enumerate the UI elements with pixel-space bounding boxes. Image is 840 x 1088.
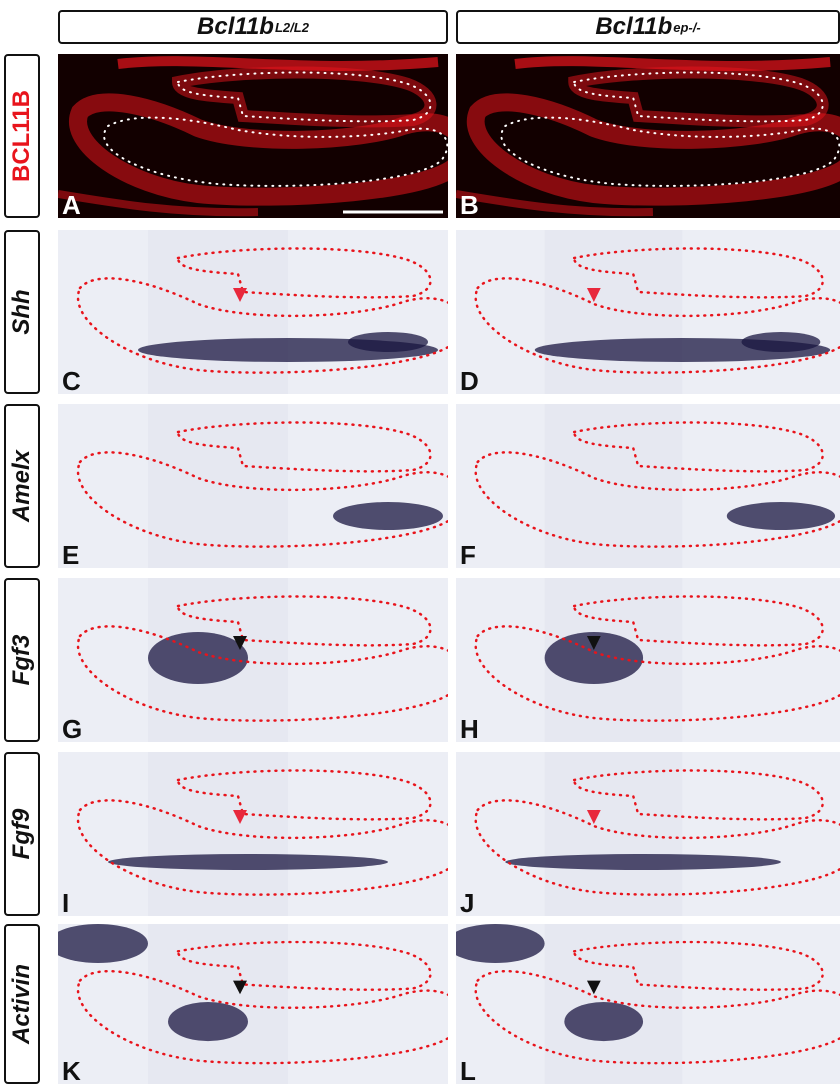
panel-letter: J <box>460 888 475 916</box>
panel-letter: G <box>62 714 83 742</box>
micrograph-image <box>456 924 840 1084</box>
row-label-text: Fgf3 <box>8 634 35 686</box>
micrograph-image <box>58 404 448 568</box>
micrograph-image <box>456 54 840 218</box>
micrograph-panel-f: F <box>456 404 840 568</box>
micrograph-panel-c: C <box>58 230 448 394</box>
panel-letter: B <box>460 190 479 218</box>
arrowhead-marker <box>233 636 247 650</box>
micrograph-panel-j: J <box>456 752 840 916</box>
micrograph-image <box>58 230 448 394</box>
micrograph-panel-l: L <box>456 924 840 1084</box>
micrograph-image <box>456 752 840 916</box>
row-label-text: Activin <box>8 963 35 1045</box>
micrograph-image <box>58 54 448 218</box>
row-label-fgf3: Fgf3 <box>4 578 40 742</box>
panel-letter: I <box>62 888 70 916</box>
micrograph-image <box>58 924 448 1084</box>
micrograph-panel-i: I <box>58 752 448 916</box>
row-label-amelx: Amelx <box>4 404 40 568</box>
column-header-mutant-genotype: ep-/- <box>673 19 701 35</box>
panel-letter: L <box>460 1056 476 1084</box>
micrograph-panel-g: G <box>58 578 448 742</box>
column-header-control: Bcl11b L2/L2 <box>58 10 448 44</box>
panel-letter: H <box>460 714 479 742</box>
row-label-bcl11b: BCL11B <box>4 54 40 218</box>
panel-letter: E <box>62 540 80 568</box>
micrograph-image <box>456 404 840 568</box>
panel-letter: A <box>62 190 81 218</box>
micrograph-image <box>456 578 840 742</box>
arrowhead-marker <box>233 980 247 995</box>
arrowhead-marker <box>586 980 601 995</box>
arrowhead-marker <box>586 810 601 824</box>
row-label-fgf9: Fgf9 <box>4 752 40 916</box>
row-label-activin: Activin <box>4 924 40 1084</box>
micrograph-image <box>456 230 840 394</box>
row-label-text: Fgf9 <box>8 808 35 860</box>
column-header-mutant-base: Bcl11b <box>595 13 673 40</box>
micrograph-panel-h: H <box>456 578 840 742</box>
row-label-shh: Shh <box>4 230 40 394</box>
column-header-control-genotype: L2/L2 <box>274 19 309 35</box>
arrowhead-marker <box>586 636 601 650</box>
micrograph-image <box>58 578 448 742</box>
micrograph-panel-e: E <box>58 404 448 568</box>
row-label-text: Shh <box>8 289 35 335</box>
micrograph-panel-b: B <box>456 54 840 218</box>
panel-letter: C <box>62 366 81 394</box>
panel-letter: K <box>62 1056 81 1084</box>
micrograph-panel-k: K <box>58 924 448 1084</box>
arrowhead-marker <box>233 810 247 824</box>
row-label-text: Amelx <box>8 449 35 523</box>
arrowhead-marker <box>233 288 247 302</box>
micrograph-panel-a: A <box>58 54 448 218</box>
panel-letter: F <box>460 540 476 568</box>
micrograph-panel-d: D <box>456 230 840 394</box>
arrowhead-marker <box>586 288 601 302</box>
micrograph-image <box>58 752 448 916</box>
row-label-text: BCL11B <box>8 89 35 183</box>
column-header-control-base: Bcl11b <box>197 13 274 40</box>
column-header-mutant: Bcl11b ep-/- <box>456 10 840 44</box>
panel-letter: D <box>460 366 479 394</box>
